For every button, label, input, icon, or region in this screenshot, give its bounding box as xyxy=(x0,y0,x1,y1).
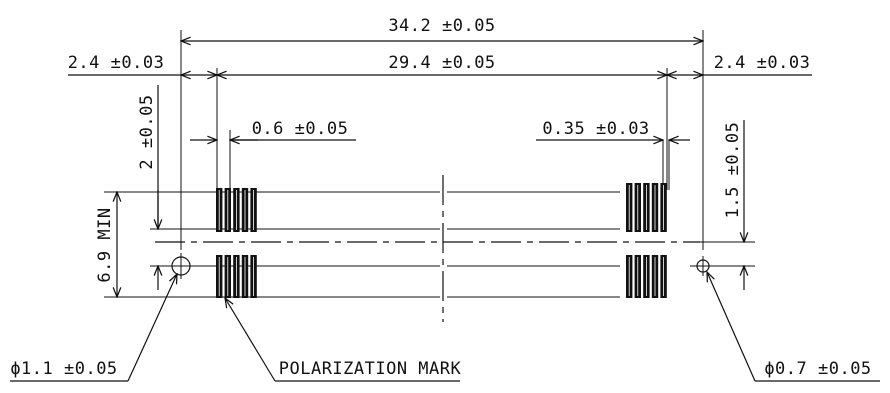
pad-pitch-label: 0.6 ±0.05 xyxy=(252,119,349,139)
dimension-pitch-span: 29.4 ±0.05 xyxy=(217,53,667,75)
right-hole-offset-label: 1.5 ±0.05 xyxy=(723,122,743,219)
leader-right-hole: ϕ0.7 ±0.05 xyxy=(707,272,880,382)
leader-left-hole: ϕ1.1 ±0.05 xyxy=(10,274,177,382)
dimension-right-hole-offset: 1.5 ±0.05 xyxy=(723,120,744,290)
left-hole-dia-label: ϕ1.1 ±0.05 xyxy=(10,359,117,379)
extension-lines xyxy=(180,30,704,250)
dimension-min-depth: 6.9 MIN xyxy=(95,192,117,297)
dimension-overall-width: 34.2 ±0.05 xyxy=(181,16,703,41)
left-offset-label: 2.4 ±0.03 xyxy=(68,53,165,73)
dimension-pad-width: 0.35 ±0.03 xyxy=(536,119,690,140)
pad-width-label: 0.35 ±0.03 xyxy=(542,119,649,139)
pad-array xyxy=(216,183,667,298)
right-hole-dia-label: ϕ0.7 ±0.05 xyxy=(764,359,871,379)
right-offset-label: 2.4 ±0.03 xyxy=(714,53,811,73)
right-hole xyxy=(693,256,713,276)
row-offset-label: 2 ±0.05 xyxy=(137,94,157,169)
dimension-pad-pitch: 0.6 ±0.05 xyxy=(190,119,356,140)
min-depth-label: 6.9 MIN xyxy=(95,207,115,282)
dimension-left-offset: 2.4 ±0.03 xyxy=(68,53,217,75)
polarization-mark-label: POLARIZATION MARK xyxy=(279,359,462,379)
pitch-span-label: 29.4 ±0.05 xyxy=(388,53,495,73)
overall-width-label: 34.2 ±0.05 xyxy=(388,16,495,36)
left-hole xyxy=(168,253,194,279)
dimension-row-offset: 2 ±0.05 xyxy=(137,85,158,290)
leader-polarization: POLARIZATION MARK xyxy=(225,298,462,382)
center-lines xyxy=(155,175,700,322)
dimension-right-offset: 2.4 ±0.03 xyxy=(667,53,812,75)
